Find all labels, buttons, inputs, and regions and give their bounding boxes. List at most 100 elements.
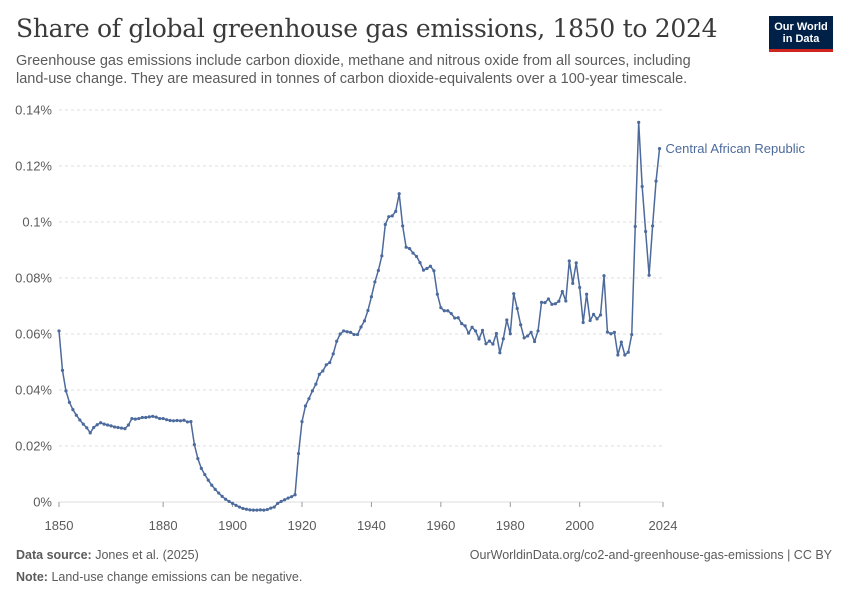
note-text: Land-use change emissions can be negativ… [51,570,303,584]
data-point [289,495,294,499]
data-point [404,245,408,249]
data-point [453,316,457,320]
y-tick-label: 0.12% [15,159,52,174]
data-point [213,487,217,491]
data-point [560,289,564,294]
data-point [220,494,224,498]
data-point [376,268,380,273]
data-point [654,179,658,183]
data-point [286,496,290,500]
data-point [178,419,183,423]
data-point [133,417,137,421]
data-point [85,426,89,430]
data-point [119,426,124,430]
data-point [505,318,509,322]
data-point [467,331,471,335]
data-point [165,418,169,422]
data-point [293,493,297,497]
data-point [171,419,176,423]
data-point [168,418,172,423]
data-point [512,292,516,296]
data-point [435,292,439,296]
data-point [591,312,596,316]
data-point [234,503,238,507]
data-point [623,353,627,357]
y-tick-label: 0.14% [15,103,52,118]
data-point [355,332,360,337]
data-point [501,337,505,341]
y-tick-label: 0.02% [15,439,52,454]
data-point [369,295,374,299]
data-point [227,499,231,504]
data-point [244,507,249,511]
data-source-label: Data source: [16,548,92,562]
chart-note: Note: Land-use change emissions can be n… [16,570,302,584]
data-point [487,339,492,343]
data-point [255,508,259,512]
data-point [408,247,412,251]
data-point [394,209,398,213]
note-label: Note: [16,570,48,584]
data-point [557,299,561,303]
data-point [637,120,641,124]
data-point [640,184,644,189]
data-source-text: Jones et al. (2025) [95,548,199,562]
data-point [151,414,155,418]
data-point [241,506,245,511]
data-point [81,422,85,426]
data-point [265,507,269,512]
data-point [463,324,467,328]
data-point [526,334,530,338]
series-label: Central African Republic [666,141,806,156]
data-point [650,224,655,228]
data-point [116,425,120,430]
data-point [411,251,415,255]
series-line [58,121,661,511]
data-point [251,508,255,512]
x-tick-label: 1960 [426,518,455,533]
data-point [123,427,127,431]
data-point [95,423,99,427]
data-point [137,416,141,421]
data-point [595,317,599,321]
data-point [262,508,266,512]
data-point [248,508,252,512]
x-tick-label: 1900 [218,518,247,533]
data-point [588,318,592,323]
data-point [480,328,485,332]
data-point [414,254,419,259]
data-point [161,416,165,421]
data-point [449,311,453,316]
data-point [644,229,648,234]
data-point [456,316,460,320]
data-source: Data source: Jones et al. (2025) [16,548,199,562]
data-point [185,420,190,424]
data-point [491,342,495,346]
data-point [321,369,325,373]
y-tick-label: 0.1% [22,215,52,230]
data-point [567,259,571,263]
source-url[interactable]: OurWorldinData.org/co2-and-greenhouse-ga… [469,548,832,562]
data-point [539,300,544,304]
data-point [647,273,651,277]
data-point [206,478,210,482]
data-point [380,254,384,258]
data-point [230,501,235,505]
data-point [432,269,436,273]
logo-line-1: Our World [774,21,828,33]
data-point [383,222,387,227]
data-point [532,339,537,344]
data-point [616,353,620,357]
chart-subtitle: Greenhouse gas emissions include carbon … [16,53,691,87]
data-point [192,443,196,447]
data-point [71,408,75,412]
data-point [310,389,314,393]
data-point [421,268,426,272]
data-point [543,301,547,305]
x-tick-label: 1920 [288,518,317,533]
x-tick-label: 2000 [565,518,594,533]
data-point [237,505,242,509]
owid-logo[interactable]: Our World in Data [769,16,833,52]
data-point [57,329,61,333]
data-point [498,351,502,355]
